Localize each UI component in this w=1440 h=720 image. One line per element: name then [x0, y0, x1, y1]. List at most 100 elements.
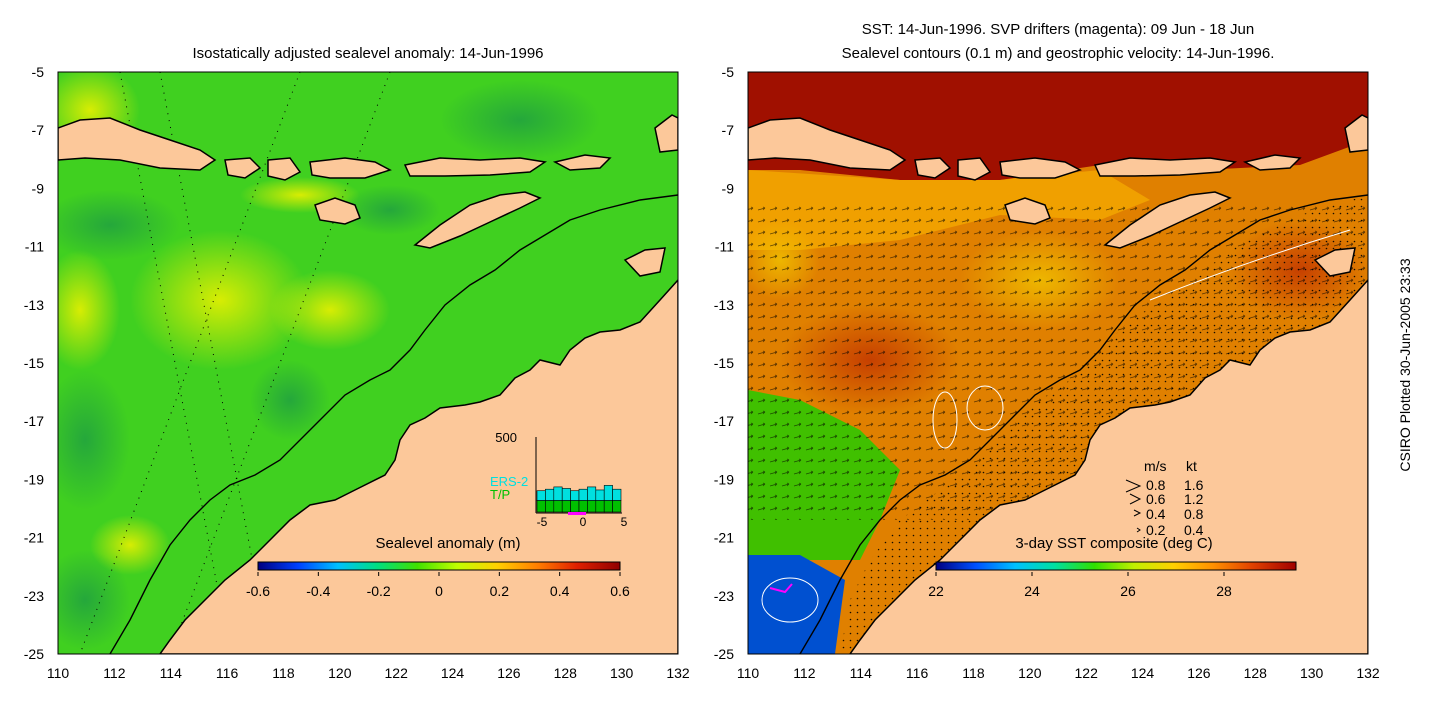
- colorbar-tick-label: 0.4: [550, 583, 570, 599]
- inset-bar-tp: [595, 500, 605, 513]
- y-tick-label: -19: [714, 471, 734, 487]
- velocity-arrow-sample: [1136, 527, 1141, 533]
- y-tick-label: -25: [24, 646, 44, 662]
- right-panel-title-line1: SST: 14-Jun-1996. SVP drifters (magenta)…: [862, 21, 1254, 38]
- velocity-arrow-sample: [1133, 509, 1142, 517]
- left-inset-chart: 500 ERS-2 T/P -5 0 5: [490, 430, 628, 529]
- velocity-legend-kt: 1.2: [1184, 491, 1204, 507]
- right-x-axis: 110 112 114 116 118 120 122 124 126 128 130 132: [737, 665, 1380, 681]
- colorbar-tick-label: -0.6: [246, 583, 270, 599]
- sumba-island: [1004, 197, 1051, 225]
- y-tick-label: -11: [25, 239, 44, 255]
- timor-island: [1103, 191, 1232, 249]
- velocity-arrow-sample: [1125, 479, 1142, 493]
- colorbar-tick-label: -0.4: [306, 583, 330, 599]
- sumbawa-island: [309, 157, 392, 179]
- java-island: [748, 117, 907, 171]
- inset-xtick: 5: [621, 515, 628, 529]
- y-tick-label: -13: [24, 297, 44, 313]
- inset-bar-tp: [570, 500, 580, 513]
- x-tick-label: 118: [272, 665, 295, 681]
- inset-bar-ers2: [595, 489, 605, 501]
- right-panel-title-line2: Sealevel contours (0.1 m) and geostrophi…: [842, 45, 1275, 62]
- x-tick-label: 124: [441, 665, 465, 681]
- colorbar-tick-label: 26: [1120, 583, 1136, 599]
- y-tick-label: -7: [722, 122, 735, 138]
- x-tick-label: 126: [497, 665, 521, 681]
- anomaly-low: [58, 190, 180, 260]
- anomaly-low: [340, 185, 440, 235]
- anomaly-high: [58, 250, 120, 370]
- x-tick-label: 128: [1244, 665, 1268, 681]
- australia-land: [849, 278, 1368, 654]
- inset-ymax-label: 500: [495, 430, 517, 445]
- sst-warm-north: [748, 72, 1368, 180]
- inset-xtick: 0: [580, 515, 587, 529]
- left-colorbar-ramp: [257, 561, 621, 571]
- x-tick-label: 118: [962, 665, 985, 681]
- inset-bar-tp: [561, 500, 571, 513]
- velocity-legend-kt: 0.8: [1184, 506, 1204, 522]
- velocity-legend-kt: 1.6: [1184, 477, 1204, 493]
- velocity-legend-kt: 0.4: [1184, 522, 1204, 538]
- wetar-island: [1242, 154, 1302, 171]
- x-tick-label: 120: [1018, 665, 1042, 681]
- inset-legend-ers2: ERS-2: [490, 474, 528, 489]
- y-tick-label: -15: [714, 355, 734, 371]
- inset-bar-tp: [536, 500, 546, 513]
- lombok-island: [267, 157, 302, 181]
- inset-bar-tp: [578, 500, 588, 513]
- altimeter-track: [119, 72, 231, 654]
- left-map: [58, 72, 678, 654]
- velocity-legend: m/s kt 0.8 1.6 0.6 1.2 0.4 0.8 0.2 0.4: [1125, 458, 1204, 538]
- right-y-axis: -5 -7 -9 -11 -13 -15 -17 -19 -21 -23 -25: [714, 64, 734, 662]
- sumba-island: [314, 197, 361, 225]
- velocity-arrow-sample: [1129, 493, 1142, 505]
- anomaly-low: [58, 550, 130, 650]
- anomaly-low: [250, 360, 330, 440]
- inset-drifter-band: [568, 512, 586, 515]
- tanimbar-island: [1313, 247, 1356, 277]
- right-colorbar-label: 3-day SST composite (deg C): [1015, 535, 1212, 552]
- left-y-axis: -5 -7 -9 -11 -13 -15 -17 -19 -21 -23 -25: [24, 64, 44, 662]
- colorbar-tick-label: 24: [1024, 583, 1040, 599]
- x-tick-label: 128: [554, 665, 578, 681]
- bali-island: [914, 157, 952, 179]
- y-tick-label: -11: [715, 239, 734, 255]
- right-map: [748, 72, 1368, 654]
- colorbar-tick-label: 0.2: [490, 583, 510, 599]
- anomaly-low: [440, 80, 600, 160]
- y-tick-label: -21: [714, 530, 734, 546]
- x-tick-label: 130: [610, 665, 634, 681]
- colorbar-tick-label: -0.2: [367, 583, 391, 599]
- inset-bar-tp: [545, 500, 555, 513]
- velocity-legend-ms: 0.6: [1146, 491, 1166, 507]
- inset-bar-ers2: [545, 488, 555, 501]
- x-tick-label: 124: [1131, 665, 1155, 681]
- lombok-island: [957, 157, 992, 181]
- x-tick-label: 122: [385, 665, 409, 681]
- island-east: [1344, 114, 1368, 153]
- timor-island: [413, 191, 542, 249]
- y-tick-label: -9: [32, 180, 45, 196]
- x-tick-label: 122: [1075, 665, 1099, 681]
- sealevel-contour: [761, 577, 819, 623]
- colorbar-tick-label: 0: [435, 583, 443, 599]
- x-tick-label: 112: [103, 665, 126, 681]
- sealevel-contour: [932, 391, 958, 449]
- inset-xtick: -5: [537, 515, 548, 529]
- x-tick-label: 130: [1300, 665, 1324, 681]
- y-tick-label: -5: [722, 64, 735, 80]
- australia-land: [159, 278, 678, 654]
- x-tick-label: 126: [1187, 665, 1211, 681]
- left-colorbar: Sealevel anomaly (m) -0.6 -0.4 -0.2 0 0.2 0.4…: [246, 535, 630, 599]
- x-tick-label: 114: [850, 665, 873, 681]
- sealevel-contour: [1149, 229, 1351, 301]
- inset-bars: [536, 485, 622, 513]
- y-tick-label: -23: [24, 588, 44, 604]
- inset-bar-ers2: [561, 488, 571, 501]
- y-tick-label: -7: [32, 122, 45, 138]
- inset-legend-tp: T/P: [490, 487, 510, 502]
- y-tick-label: -17: [714, 413, 734, 429]
- y-tick-label: -17: [24, 413, 44, 429]
